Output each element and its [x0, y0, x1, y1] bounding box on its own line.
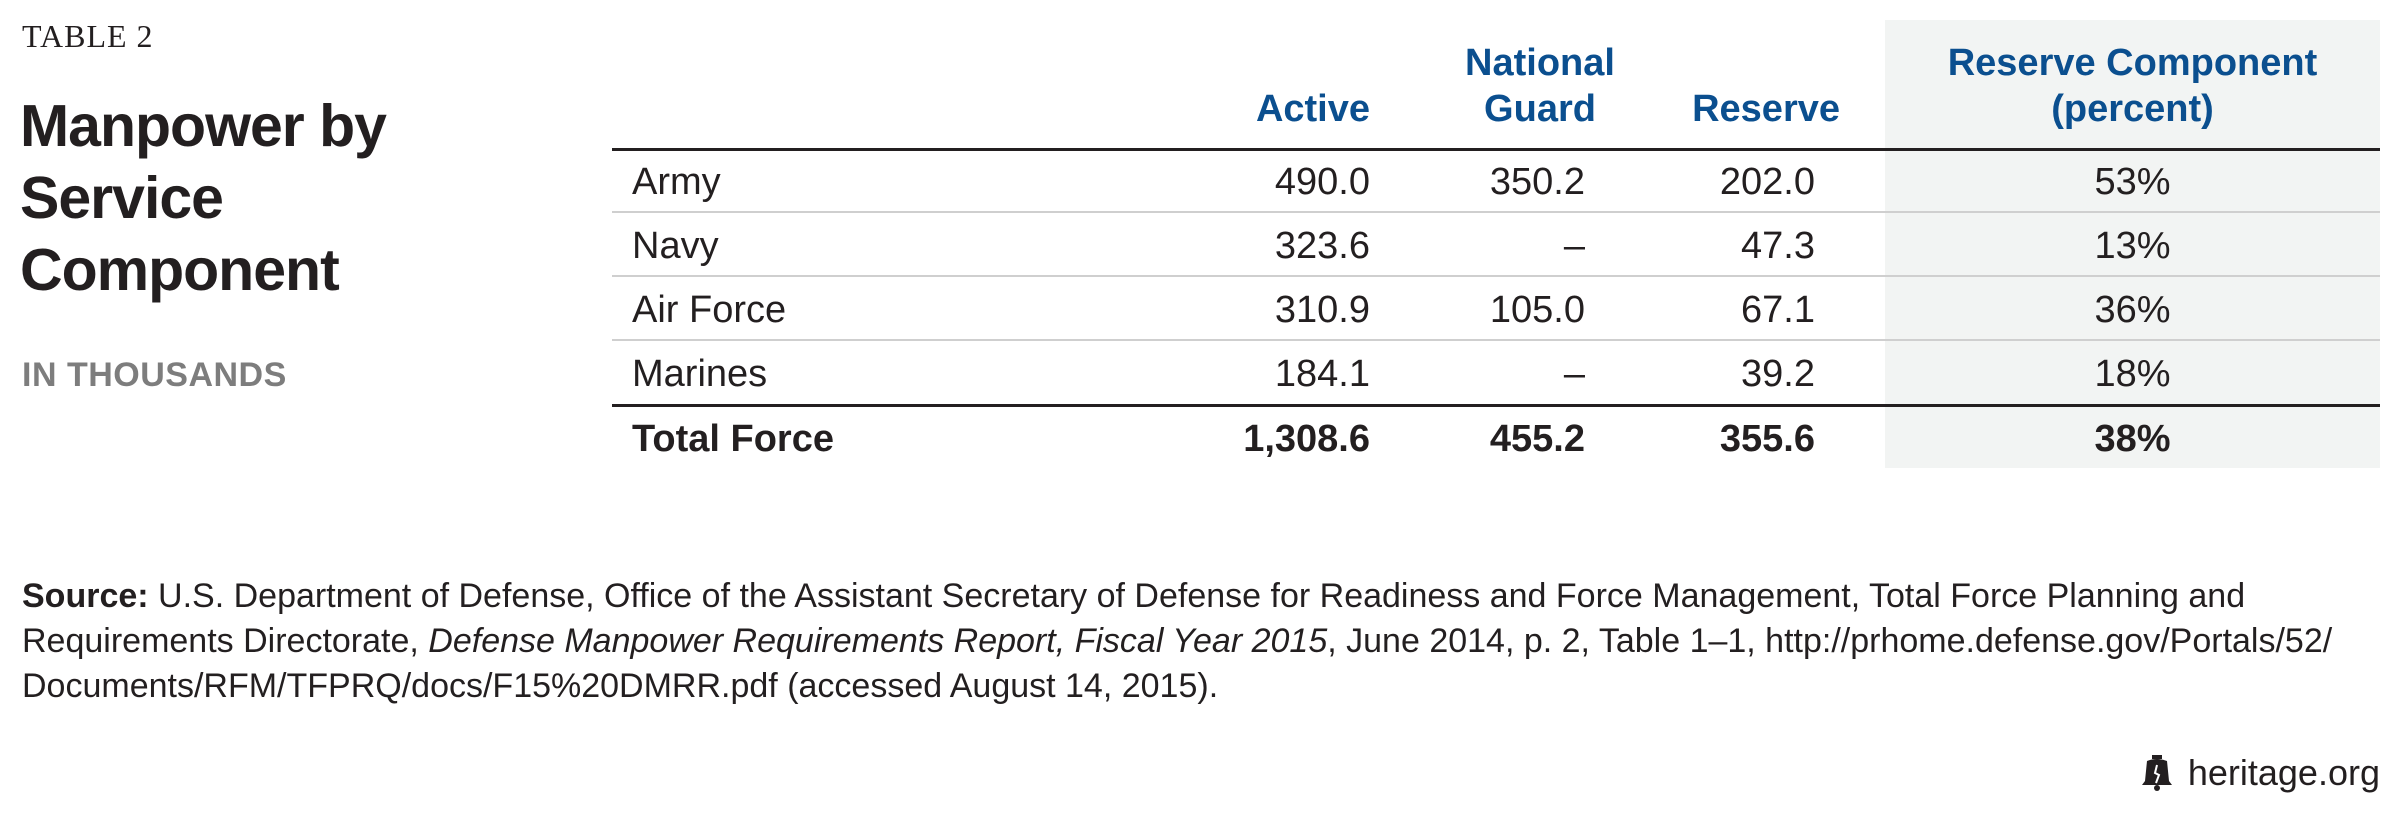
reserve-percent-cell: 36% [2094, 289, 2171, 331]
site-name: heritage.org [2187, 752, 2380, 793]
source-note: Source: U.S. Department of Defense, Offi… [22, 574, 2362, 709]
column-header-active: Active [1255, 88, 1370, 130]
reserve-percent-column-shade [1885, 20, 2380, 468]
total-reserve-cell: 355.6 [1719, 418, 1815, 460]
liberty-bell-icon [2140, 755, 2174, 791]
column-header-reserve-percent-line1: Reserve Component [1947, 42, 2318, 84]
reserve-cell: 47.3 [1741, 225, 1815, 267]
total-guard-cell: 455.2 [1489, 418, 1585, 460]
row-divider [612, 275, 2380, 277]
total-service-cell: Total Force [632, 418, 834, 460]
page-title: Manpower by Service Component [20, 93, 387, 303]
total-active-cell: 1,308.6 [1243, 418, 1370, 460]
guard-cell: 350.2 [1489, 161, 1585, 203]
column-header-national-guard-line2: Guard [1484, 88, 1596, 130]
guard-cell: – [1563, 225, 1585, 267]
guard-cell: – [1563, 353, 1585, 395]
active-cell: 490.0 [1274, 161, 1370, 203]
units-subtitle: IN THOUSANDS [22, 356, 287, 394]
reserve-percent-cell: 18% [2094, 353, 2171, 395]
row-divider [612, 339, 2380, 341]
service-cell: Army [632, 161, 721, 203]
column-header-reserve-percent: Reserve Component (percent) [1885, 40, 2380, 132]
service-cell: Air Force [632, 289, 787, 331]
column-header-national-guard: National Guard [1420, 40, 1660, 132]
total-reserve-percent-cell: 38% [2094, 418, 2171, 460]
column-header-reserve-percent-line2: (percent) [2051, 88, 2214, 130]
active-cell: 184.1 [1274, 353, 1370, 395]
table-label: TABLE 2 [22, 18, 154, 54]
reserve-percent-cell: 53% [2094, 161, 2171, 203]
header-rule [612, 148, 2380, 151]
reserve-cell: 67.1 [1741, 289, 1815, 331]
guard-cell: 105.0 [1489, 289, 1585, 331]
row-divider [612, 211, 2380, 213]
service-cell: Marines [632, 353, 768, 395]
source-text-after: , June 2014, p. 2, Table 1–1, http://prh… [22, 622, 2333, 705]
column-header-reserve: Reserve [1692, 88, 1840, 130]
source-title: Defense Manpower Requirements Report, Fi… [428, 622, 1328, 660]
source-label: Source: [22, 577, 149, 615]
reserve-percent-cell: 13% [2094, 225, 2171, 267]
source-text: U.S. Department of Defense, Office of th… [22, 577, 2246, 660]
active-cell: 323.6 [1274, 225, 1370, 267]
total-rule [612, 404, 2380, 407]
reserve-cell: 202.0 [1719, 161, 1815, 203]
column-header-national-guard-line1: National [1465, 42, 1615, 84]
service-cell: Navy [632, 225, 719, 267]
reserve-cell: 39.2 [1741, 353, 1815, 395]
active-cell: 310.9 [1274, 289, 1370, 331]
footer-credit: heritage.org [2140, 752, 2380, 794]
